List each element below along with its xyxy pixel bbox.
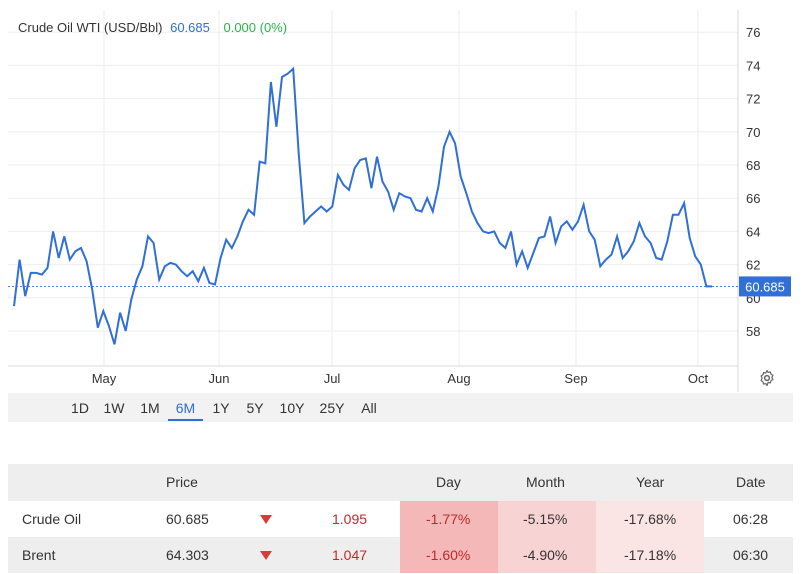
table-row[interactable]: Brent 64.303 1.047 -1.60% -4.90% -17.18%… — [8, 537, 793, 573]
day-heat-cell — [400, 501, 498, 537]
x-tick-label: Aug — [447, 371, 470, 386]
update-time: 06:28 — [733, 511, 769, 527]
commodity-price: 64.303 — [166, 547, 209, 563]
year-change: -17.18% — [624, 547, 677, 563]
time-range-selector: 1D 1W 1M 6M 1Y 5Y 10Y 25Y All — [8, 393, 793, 422]
x-tick-label: Jul — [324, 371, 341, 386]
price-change: 0.000 (0%) — [223, 20, 288, 35]
header-day: Day — [436, 474, 461, 490]
month-heat-cell — [498, 537, 596, 573]
year-heat-cell — [596, 537, 704, 573]
month-heat-cell — [498, 501, 596, 537]
range-button-1d[interactable]: 1D — [71, 400, 89, 416]
y-tick-label: 68 — [746, 158, 760, 173]
last-price-label: 60.685 — [745, 279, 785, 294]
commodity-name[interactable]: Crude Oil — [22, 511, 82, 527]
table-row[interactable]: Crude Oil 60.685 1.095 -1.77% -5.15% -17… — [8, 501, 793, 537]
x-tick-label: Sep — [564, 371, 587, 386]
range-button-5y[interactable]: 5Y — [246, 400, 264, 416]
price-series-line — [13, 66, 712, 345]
year-heat-cell — [596, 501, 704, 537]
year-change: -17.68% — [624, 511, 677, 527]
range-button-1w[interactable]: 1W — [103, 400, 125, 416]
y-tick-label: 76 — [746, 25, 760, 40]
chart-title: Crude Oil WTI (USD/Bbl) 60.685 0.000 (0%… — [18, 20, 287, 35]
range-button-10y[interactable]: 10Y — [279, 400, 305, 416]
x-tick-label: Jun — [209, 371, 230, 386]
y-tick-label: 74 — [746, 58, 760, 73]
header-month: Month — [526, 474, 565, 490]
range-button-1y[interactable]: 1Y — [212, 400, 230, 416]
day-heat-cell — [400, 537, 498, 573]
y-tick-label: 64 — [746, 224, 760, 239]
y-tick-label: 66 — [746, 191, 760, 206]
x-tick-label: May — [92, 371, 117, 386]
y-tick-label: 70 — [746, 125, 760, 140]
range-button-1m[interactable]: 1M — [140, 400, 160, 416]
down-arrow-icon — [260, 515, 272, 524]
price-change: 1.095 — [332, 511, 368, 527]
price-change: 1.047 — [332, 547, 368, 563]
table-header: Price Day Month Year Date — [8, 464, 793, 501]
header-year: Year — [636, 474, 665, 490]
month-change: -5.15% — [523, 511, 568, 527]
update-time: 06:30 — [733, 547, 769, 563]
down-arrow-icon — [260, 551, 272, 560]
header-date: Date — [736, 474, 766, 490]
header-price: Price — [166, 474, 198, 490]
range-button-all[interactable]: All — [361, 400, 377, 416]
plot-area — [8, 10, 738, 366]
instrument-name: Crude Oil WTI (USD/Bbl) — [18, 20, 163, 35]
day-change: -1.77% — [426, 511, 471, 527]
y-tick-label: 72 — [746, 92, 760, 107]
y-tick-label: 58 — [746, 324, 760, 339]
range-button-6m[interactable]: 6M — [168, 393, 203, 422]
range-button-25y[interactable]: 25Y — [319, 400, 345, 416]
commodity-name[interactable]: Brent — [22, 547, 56, 563]
day-change: -1.60% — [426, 547, 471, 563]
current-price: 60.685 — [170, 20, 210, 35]
commodity-price: 60.685 — [166, 511, 209, 527]
commodity-table: Price Day Month Year Date Crude Oil 60.6… — [8, 464, 793, 573]
y-tick-label: 62 — [746, 258, 760, 273]
month-change: -4.90% — [523, 547, 568, 563]
settings-gear-icon[interactable] — [758, 369, 776, 387]
x-tick-label: Oct — [688, 371, 709, 386]
last-price-label-bg — [739, 276, 791, 297]
